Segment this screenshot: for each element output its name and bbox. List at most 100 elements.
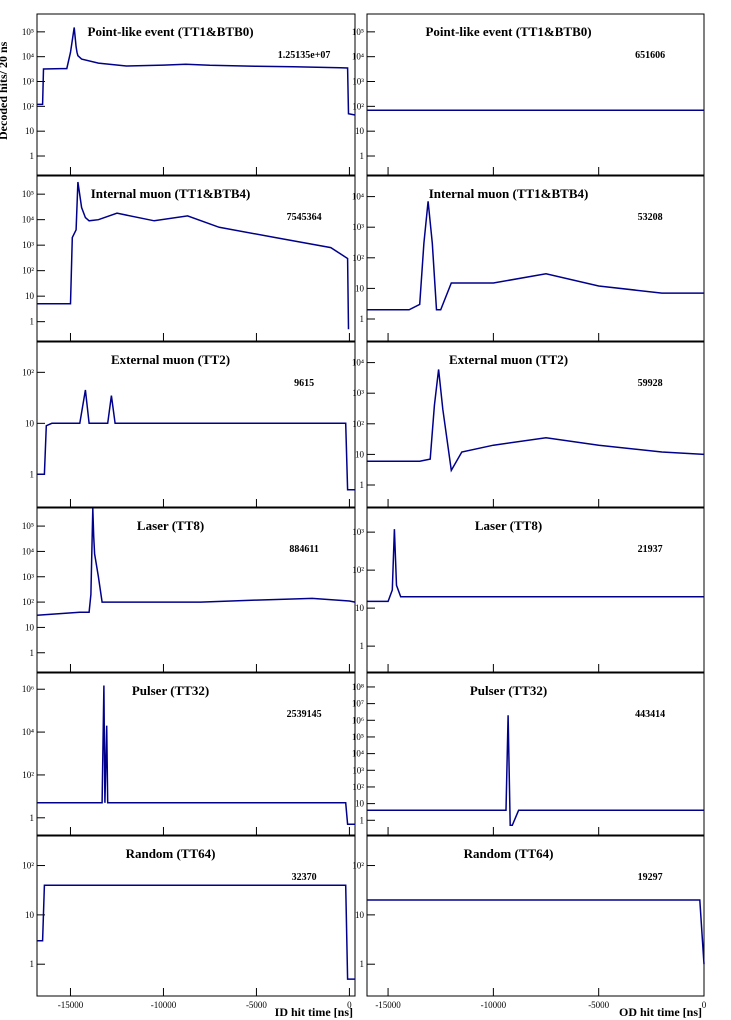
chart-panel-od-5: 1 10 10² Random (TT64) 19297 (352, 835, 705, 997)
y-tick-label: 1 (360, 480, 365, 490)
y-tick-label: 1 (360, 641, 365, 651)
y-tick-label: 10 (355, 603, 365, 613)
y-tick-label: 1 (30, 317, 35, 327)
panel-title: External muon (TT2) (111, 352, 230, 367)
y-tick-label: 10⁷ (352, 699, 364, 709)
y-tick-label: 10 (25, 418, 35, 428)
y-tick-label: 10⁵ (22, 189, 34, 199)
panel-frame (366, 341, 705, 508)
data-series-line (37, 27, 356, 116)
x-tick-label: 0 (702, 1000, 707, 1010)
panel-frame (366, 13, 705, 176)
y-tick-label: 10³ (352, 527, 364, 537)
panel-title: Point-like event (TT1&BTB0) (88, 24, 254, 39)
y-tick-label: 10² (22, 266, 34, 276)
x-tick-label: -5000 (588, 1000, 609, 1010)
y-tick-label: 1 (30, 959, 35, 969)
entries-label: 59928 (638, 378, 663, 389)
chart-panel-id-3: 1 10 10² 10³ 10⁴ 10⁵ Laser (TT8) 884611 (22, 507, 356, 673)
chart-panel-id-5: 1 10 10² Random (TT64) 32370 (22, 835, 356, 997)
y-tick-label: 1 (30, 813, 35, 823)
y-tick-label: 10³ (352, 77, 364, 87)
y-tick-label: 10² (22, 597, 34, 607)
y-tick-label: 1 (360, 815, 365, 825)
data-series-line (37, 884, 355, 980)
y-tick-label: 1 (360, 151, 365, 161)
y-tick-label: 10² (22, 770, 34, 780)
y-tick-label: 10 (25, 126, 35, 136)
data-series-line (37, 389, 355, 491)
y-tick-label: 10⁴ (22, 215, 34, 225)
y-tick-label: 10 (25, 291, 35, 301)
panel-title: Laser (TT8) (137, 518, 204, 533)
panel-frame (366, 175, 705, 342)
y-tick-label: 10² (352, 782, 364, 792)
y-tick-label: 10³ (22, 77, 34, 87)
panel-frame (36, 672, 356, 836)
y-tick-label: 10⁴ (352, 192, 364, 202)
y-tick-label: 1 (30, 469, 35, 479)
data-series-line (367, 201, 704, 311)
entries-label: 443414 (635, 709, 665, 720)
panel-title: External muon (TT2) (449, 352, 568, 367)
entries-label: 1.25135e+07 (278, 50, 331, 61)
data-series-line (36, 508, 356, 617)
panel-frame (36, 507, 356, 673)
panel-frame (36, 341, 356, 508)
panel-frame (36, 175, 356, 342)
data-series-line (37, 181, 350, 330)
y-tick-label: 10 (355, 799, 365, 809)
chart-panel-od-2: 1 10 10² 10³ 10⁴ External muon (TT2) 59928 (352, 341, 705, 508)
x-tick-label: -10000 (481, 1000, 507, 1010)
y-tick-label: 10⁴ (352, 52, 364, 62)
y-tick-label: 10² (22, 367, 34, 377)
y-tick-label: 10 (355, 910, 365, 920)
panel-title: Pulser (TT32) (470, 683, 547, 698)
panel-frame (36, 13, 356, 176)
data-series-line (37, 685, 355, 825)
entries-label: 19297 (638, 872, 663, 883)
x-tick-label: -15000 (375, 1000, 401, 1010)
panel-frame (366, 835, 705, 997)
entries-label: 21937 (638, 544, 663, 555)
y-tick-label: 10⁶ (22, 684, 34, 694)
x-tick-label: -15000 (58, 1000, 84, 1010)
y-tick-label: 1 (360, 959, 365, 969)
chart-panel-id-2: 1 10 10² External muon (TT2) 9615 (22, 341, 356, 508)
panel-title: Point-like event (TT1&BTB0) (425, 24, 591, 39)
y-tick-label: 10⁵ (22, 521, 34, 531)
y-tick-label: 1 (360, 314, 365, 324)
y-tick-label: 10⁴ (22, 727, 34, 737)
y-tick-label: 10³ (352, 388, 364, 398)
chart-panel-id-1: 1 10 10² 10³ 10⁴ 10⁵ Internal muon (TT1&BTB4) 7… (22, 175, 356, 342)
panel-title: Pulser (TT32) (132, 683, 209, 698)
x-tick-label: 0 (347, 1000, 352, 1010)
entries-label: 651606 (635, 50, 665, 61)
y-tick-label: 10⁵ (352, 27, 364, 37)
y-tick-label: 10⁵ (22, 27, 34, 37)
y-tick-label: 10 (355, 126, 365, 136)
data-series-line (367, 529, 704, 603)
y-tick-label: 10⁵ (352, 732, 364, 742)
y-tick-label: 10⁴ (22, 546, 34, 556)
chart-panel-id-0: 1 10 10² 10³ 10⁴ 10⁵ Point-like event (TT1&BTB… (22, 13, 356, 176)
x-axis-label-id: ID hit time [ns] (275, 1005, 353, 1019)
y-tick-label: 10⁴ (22, 52, 34, 62)
panel-title: Internal muon (TT1&BTB4) (429, 186, 589, 201)
data-series-line (367, 899, 705, 965)
y-tick-label: 10 (25, 910, 35, 920)
panel-frame (36, 835, 356, 997)
y-tick-label: 1 (30, 648, 35, 658)
y-tick-label: 10² (22, 101, 34, 111)
panel-frame (366, 507, 705, 673)
y-tick-label: 10⁸ (352, 682, 364, 692)
chart-panel-id-4: 1 10² 10⁴ 10⁶ Pulser (TT32) 2539145 (22, 672, 356, 836)
panel-title: Laser (TT8) (475, 518, 542, 533)
y-tick-label: 10² (352, 861, 364, 871)
chart-panel-od-1: 1 10 10² 10³ 10⁴ Internal muon (TT1&BTB4) 5320… (352, 175, 705, 342)
data-series-line (367, 369, 705, 473)
entries-label: 32370 (292, 872, 317, 883)
y-tick-label: 1 (30, 151, 35, 161)
chart-panel-od-3: 1 10 10² 10³ Laser (TT8) 21937 (352, 507, 705, 673)
